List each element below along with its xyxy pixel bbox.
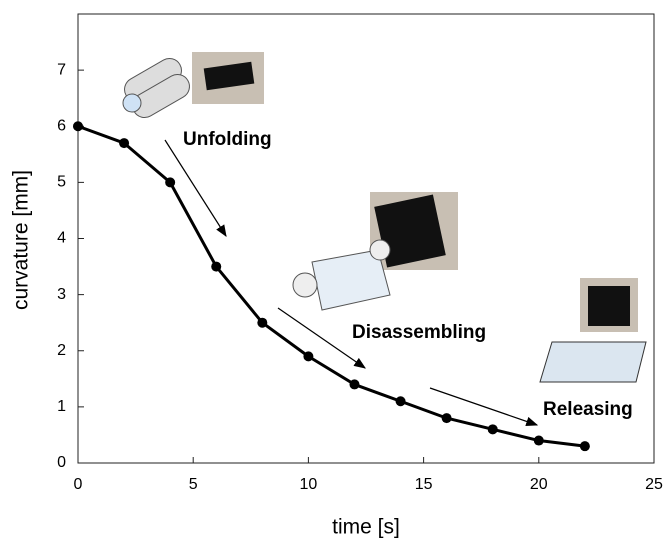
y-axis-label: curvature [mm] [10,170,33,310]
annotation: Unfolding [183,129,272,150]
x-axis-label: time [s] [332,516,400,539]
x-tick-label: 10 [300,476,318,493]
x-tick-label: 0 [74,476,83,493]
y-tick-label: 3 [57,286,66,303]
data-point [165,177,175,187]
data-point [580,441,590,451]
data-point [349,379,359,389]
x-tick-label: 15 [415,476,433,493]
data-point [442,413,452,423]
x-tick-label: 20 [530,476,548,493]
data-point [73,121,83,131]
photo-released-sample [588,286,630,326]
data-point [396,396,406,406]
data-point [303,351,313,361]
sheet-roll-right [370,240,390,260]
x-tick-label: 5 [189,476,198,493]
data-point [257,318,267,328]
y-tick-label: 6 [57,117,66,134]
x-tick-label: 25 [645,476,663,493]
y-tick-label: 4 [57,230,66,247]
data-point [119,138,129,148]
data-point [488,424,498,434]
annotation: Releasing [543,399,633,420]
sheet-flat [540,342,646,382]
sheet-roll-left [293,273,317,297]
roll-end [123,94,141,112]
y-tick-label: 5 [57,174,66,191]
data-point [211,262,221,272]
y-tick-label: 2 [57,342,66,359]
data-point [534,436,544,446]
y-tick-label: 7 [57,61,66,78]
chart: time [s] curvature [mm] 0 5 10 15 20 25 0 1 2 3 4 5… [0,0,667,541]
y-tick-label: 1 [57,398,66,415]
annotation: Disassembling [352,322,486,343]
y-tick-label: 0 [57,454,66,471]
